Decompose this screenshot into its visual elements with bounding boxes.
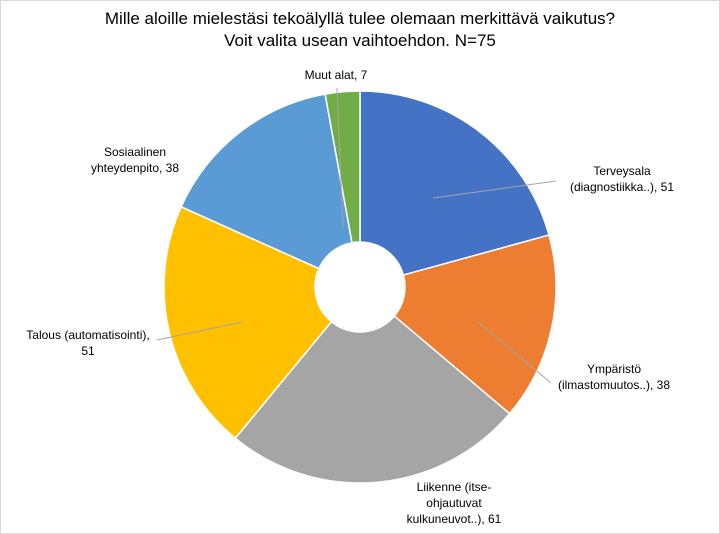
data-label-line: Muut alat, 7 bbox=[305, 68, 368, 82]
leader-line-4 bbox=[156, 321, 243, 341]
data-label-line: Sosiaalinen bbox=[104, 145, 166, 159]
chart-title-block: Mille aloille mielestäsi tekoälyllä tule… bbox=[0, 8, 720, 52]
donut-slice-2 bbox=[393, 234, 557, 415]
donut-slice-4 bbox=[163, 205, 333, 440]
data-label-line: Ympäristö bbox=[587, 362, 641, 376]
data-label-group: Terveysala (diagnostiikka..), 51 Ympäristö… bbox=[26, 68, 674, 526]
data-label-5: Sosiaalinen yhteydenpito, 38 bbox=[91, 145, 179, 175]
data-label-line: Talous (automatisointi), bbox=[26, 328, 149, 342]
data-label-line: (ilmastomuutos..), 38 bbox=[558, 378, 670, 392]
leader-line-1 bbox=[432, 180, 557, 199]
data-label-line: Liikenne (itse- bbox=[417, 480, 492, 494]
leader-line-group bbox=[156, 87, 557, 384]
data-label-line: (diagnostiikka..), 51 bbox=[570, 180, 674, 194]
chart-title: Mille aloille mielestäsi tekoälyllä tule… bbox=[104, 9, 616, 28]
chart-subtitle: Voit valita usean vaihtoehdon. N=75 bbox=[224, 31, 496, 50]
data-label-line: kulkuneuvot..), 61 bbox=[407, 512, 502, 526]
data-label-line: 51 bbox=[81, 344, 95, 358]
data-label-line: yhteydenpito, 38 bbox=[91, 161, 179, 175]
leader-line-6 bbox=[336, 87, 344, 229]
data-label-3: Liikenne (itse-ohjautuvat kulkuneuvot..),… bbox=[407, 480, 502, 526]
data-label-1: Terveysala (diagnostiikka..), 51 bbox=[570, 164, 674, 194]
slice-group bbox=[163, 90, 557, 484]
leader-line-2 bbox=[477, 321, 552, 384]
donut-slice-3 bbox=[234, 315, 511, 484]
data-label-line: ohjautuvat bbox=[426, 496, 482, 510]
data-label-4: Talous (automatisointi), 51 bbox=[26, 328, 149, 358]
donut-slice-1 bbox=[359, 90, 550, 276]
data-label-2: Ympäristö (ilmastomuutos..), 38 bbox=[558, 362, 670, 392]
data-label-line: Terveysala bbox=[593, 164, 651, 178]
donut-slice-5 bbox=[180, 93, 353, 270]
data-label-6: Muut alat, 7 bbox=[305, 68, 368, 82]
